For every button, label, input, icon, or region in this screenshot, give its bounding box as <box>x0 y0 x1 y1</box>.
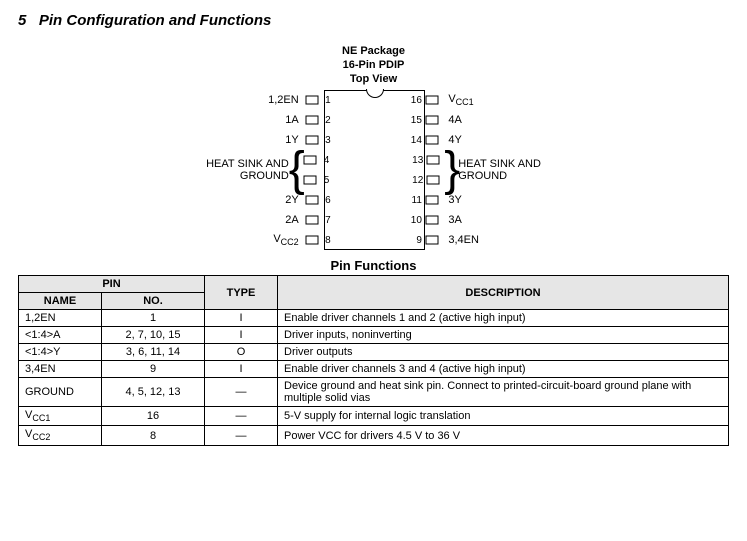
table-row: 3,4EN9IEnable driver channels 3 and 4 (a… <box>19 361 729 378</box>
pin-label-left: VCC2 <box>154 233 305 247</box>
pin-icon <box>426 155 444 165</box>
section-number: 5 <box>18 12 26 29</box>
pin-icon <box>426 175 444 185</box>
pin-icon <box>305 215 322 225</box>
cell-type: O <box>205 344 278 361</box>
pin-label-right: 4Y <box>442 134 593 146</box>
pin-label-right: 3,4EN <box>442 234 593 246</box>
chip-row: 1Y 3 14 4Y <box>154 130 594 150</box>
pin-number: 3 <box>322 135 346 146</box>
package-header: NE Package 16-Pin PDIP Top View <box>18 45 729 86</box>
cell-no: 2, 7, 10, 15 <box>102 327 205 344</box>
pin-icon <box>303 155 321 165</box>
cell-type: I <box>205 361 278 378</box>
pin-label-left: 1,2EN <box>154 94 305 106</box>
cell-desc: Power VCC for drivers 4.5 V to 36 V <box>278 426 729 445</box>
col-pin: PIN <box>19 276 205 293</box>
cell-desc: Enable driver channels 3 and 4 (active h… <box>278 361 729 378</box>
section-title: 5 Pin Configuration and Functions <box>18 12 729 29</box>
pin-icon <box>303 175 321 185</box>
table-row: <1:4>Y3, 6, 11, 14ODriver outputs <box>19 344 729 361</box>
chip-row: 2A 7 10 3A <box>154 210 594 230</box>
cell-type: — <box>205 407 278 426</box>
pin-number: 2 <box>322 115 346 126</box>
chip-row: VCC2 8 9 3,4EN <box>154 230 594 250</box>
pin-label-left: 1A <box>154 114 305 126</box>
pin-icon <box>305 135 322 145</box>
cell-name: VCC1 <box>19 407 102 426</box>
pin-number: 14 <box>401 135 425 146</box>
cell-type: — <box>205 378 278 407</box>
cell-no: 16 <box>102 407 205 426</box>
pin-icon <box>425 215 442 225</box>
cell-no: 4, 5, 12, 13 <box>102 378 205 407</box>
cell-no: 8 <box>102 426 205 445</box>
col-desc: DESCRIPTION <box>278 276 729 310</box>
pin-number: 10 <box>401 215 425 226</box>
pin-number: 8 <box>322 235 346 246</box>
pin-icon <box>305 235 322 245</box>
cell-desc: Device ground and heat sink pin. Connect… <box>278 378 729 407</box>
pin-label-right: 4A <box>442 114 593 126</box>
table-row: <1:4>A2, 7, 10, 15IDriver inputs, noninv… <box>19 327 729 344</box>
pin-icon <box>305 115 322 125</box>
chip-row: 1A 2 15 4A <box>154 110 594 130</box>
pin-icon <box>425 235 442 245</box>
pin-functions-title: Pin Functions <box>18 258 729 273</box>
heatsink-label-left: HEAT SINK ANDGROUND <box>206 158 289 183</box>
pin-label-right: 3Y <box>442 194 593 206</box>
cell-name: GROUND <box>19 378 102 407</box>
pin-icon <box>305 95 322 105</box>
package-line1: NE Package <box>18 45 729 59</box>
pin-number: 7 <box>322 215 346 226</box>
chip-row: HEAT SINK ANDGROUND{413}HEAT SINK ANDGRO… <box>154 150 594 170</box>
package-line2: 16-Pin PDIP <box>18 59 729 73</box>
cell-type: — <box>205 426 278 445</box>
pin-icon <box>425 115 442 125</box>
pin-label-right: 3A <box>442 214 593 226</box>
pin-icon <box>305 195 322 205</box>
cell-name: VCC2 <box>19 426 102 445</box>
table-row: GROUND4, 5, 12, 13—Device ground and hea… <box>19 378 729 407</box>
package-line3: Top View <box>18 73 729 87</box>
cell-name: 1,2EN <box>19 310 102 327</box>
pin-label-right: VCC1 <box>442 93 593 107</box>
pin-number: 6 <box>322 195 346 206</box>
pin-number: 11 <box>401 195 425 206</box>
cell-no: 9 <box>102 361 205 378</box>
cell-desc: Driver outputs <box>278 344 729 361</box>
col-name: NAME <box>19 293 102 310</box>
cell-no: 1 <box>102 310 205 327</box>
cell-name: <1:4>A <box>19 327 102 344</box>
table-row: VCC28—Power VCC for drivers 4.5 V to 36 … <box>19 426 729 445</box>
cell-type: I <box>205 327 278 344</box>
pin-label-left: 2A <box>154 214 305 226</box>
pin-icon <box>425 135 442 145</box>
cell-name: 3,4EN <box>19 361 102 378</box>
col-no: NO. <box>102 293 205 310</box>
col-type: TYPE <box>205 276 278 310</box>
pin-label-left: 2Y <box>154 194 305 206</box>
pin-label-left: 1Y <box>154 134 305 146</box>
cell-name: <1:4>Y <box>19 344 102 361</box>
cell-desc: Driver inputs, noninverting <box>278 327 729 344</box>
chip-diagram: 1,2EN116VCC11A2154A1Y3144YHEAT SINK ANDG… <box>154 90 594 250</box>
pin-number: 16 <box>401 95 425 106</box>
cell-desc: 5-V supply for internal logic translatio… <box>278 407 729 426</box>
pin-icon <box>425 95 442 105</box>
cell-no: 3, 6, 11, 14 <box>102 344 205 361</box>
heatsink-label-right: HEAT SINK ANDGROUND <box>458 158 541 183</box>
table-row: VCC116—5-V supply for internal logic tra… <box>19 407 729 426</box>
pin-number: 15 <box>401 115 425 126</box>
pin-icon <box>425 195 442 205</box>
pin-number: 9 <box>401 235 425 246</box>
section-name: Pin Configuration and Functions <box>39 12 271 29</box>
table-row: 1,2EN1IEnable driver channels 1 and 2 (a… <box>19 310 729 327</box>
cell-desc: Enable driver channels 1 and 2 (active h… <box>278 310 729 327</box>
chip-row: 2Y 6 11 3Y <box>154 190 594 210</box>
pin-functions-table: PIN TYPE DESCRIPTION NAME NO. 1,2EN1IEna… <box>18 275 729 445</box>
pin-number: 1 <box>322 95 346 106</box>
cell-type: I <box>205 310 278 327</box>
